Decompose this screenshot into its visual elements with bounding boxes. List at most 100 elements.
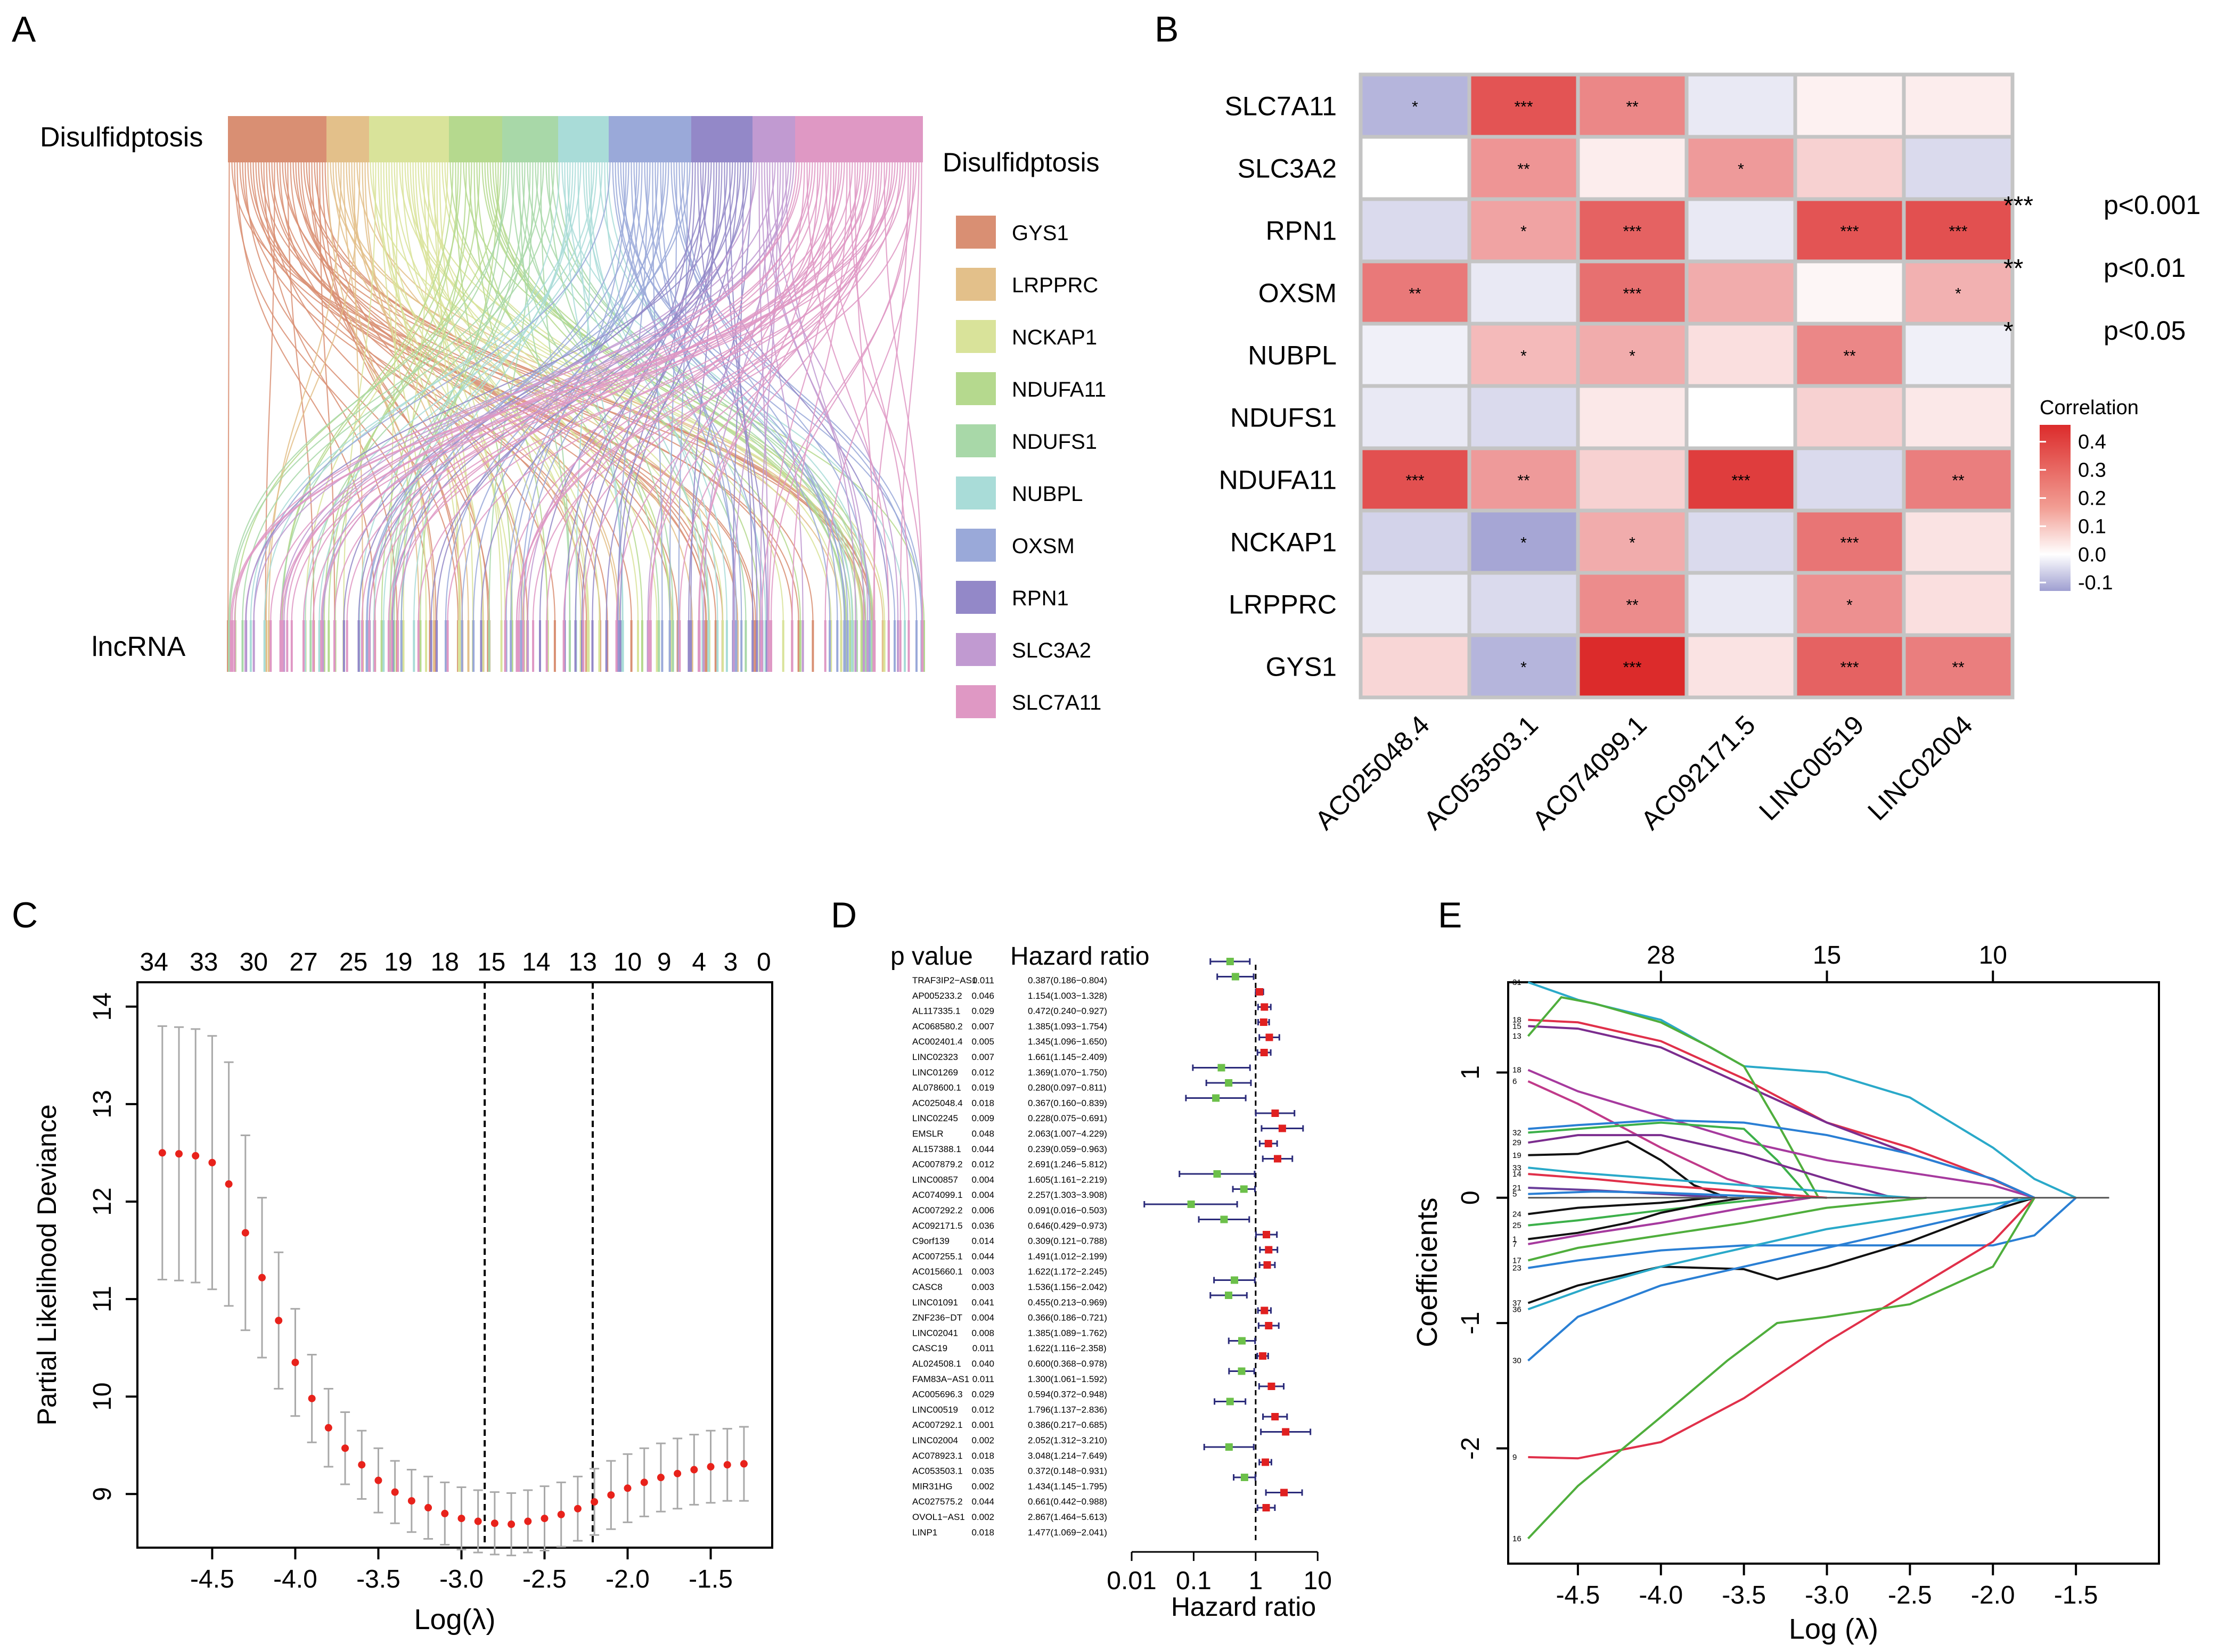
heatmap-cell-stars: **	[1517, 472, 1530, 490]
sankey-link	[334, 162, 459, 621]
coef-ytick-label: 0	[1457, 1190, 1485, 1205]
coef-path-label: 13	[1512, 1032, 1521, 1041]
coef-path	[1528, 1119, 2035, 1199]
sankey-bottom-segment	[532, 620, 535, 672]
forest-pvalue: 0.001	[971, 1420, 994, 1430]
sankey-link	[291, 162, 904, 621]
sankey-link	[883, 162, 923, 621]
sankey-bottom-segment	[397, 620, 399, 672]
heatmap-cell-stars: ***	[1623, 659, 1641, 677]
cv-point	[457, 1515, 465, 1523]
coef-top-tick-label: 28	[1647, 941, 1675, 969]
sankey-bottom-segment	[866, 620, 869, 672]
sankey-bottom-segment	[265, 620, 267, 672]
forest-pvalue: 0.044	[971, 1251, 994, 1261]
sankey-bottom-segment	[756, 620, 758, 672]
sankey-link	[263, 162, 398, 621]
sankey-bottom-segment	[824, 620, 827, 672]
cv-top-tick-label: 13	[569, 948, 597, 976]
heatmap-row-label: NCKAP1	[1230, 528, 1337, 557]
forest-hr-text: 1.622(1.116−2.358)	[1028, 1343, 1107, 1353]
sankey-bottom-segment	[574, 620, 577, 672]
sankey-bottom-segment	[430, 620, 432, 672]
colorbar-ticks: 0.4 0.3 0.2 0.1 0.0 -0.1	[2040, 431, 2113, 594]
forest-point	[1282, 1428, 1290, 1436]
sankey-link	[660, 162, 735, 621]
cv-point	[391, 1488, 399, 1496]
sankey-bottom-segment	[504, 620, 506, 672]
coef-path	[1528, 1196, 1744, 1240]
sankey-node-slc7a11	[795, 116, 923, 162]
sankey-link	[304, 162, 598, 621]
sankey-bottom-segment	[791, 620, 793, 672]
significance-legend: *** p<0.001 ** p<0.01 * p<0.05	[2003, 190, 2200, 346]
sankey-link	[318, 162, 603, 621]
cv-point	[374, 1476, 382, 1484]
forest-pvalue: 0.046	[971, 991, 994, 1001]
heatmap-cell	[1902, 384, 2015, 450]
forest-pvalue: 0.040	[971, 1359, 994, 1369]
forest-gene-name: LINC01269	[912, 1067, 958, 1078]
cv-point	[192, 1152, 200, 1160]
sankey-link	[335, 162, 738, 621]
forest-pvalue: 0.011	[972, 1374, 994, 1384]
heatmap-cell-stars: *	[1629, 535, 1635, 552]
sankey-bottom-segment	[488, 620, 490, 672]
coef-path	[1528, 1025, 2035, 1199]
sankey-top-label: Disulfidptosis	[40, 122, 203, 153]
sankey-bottom-segment	[582, 620, 585, 672]
forest-pvalue: 0.002	[971, 1512, 994, 1522]
cv-top-tick-label: 30	[240, 948, 268, 976]
cv-ytick-label: 13	[88, 1090, 117, 1118]
sankey-bottom-segment	[871, 620, 873, 672]
sankey-bottom-segment	[580, 620, 583, 672]
cv-xtick-label: -4.0	[273, 1565, 317, 1593]
heatmap-cell-stars: ***	[1840, 659, 1859, 677]
legend-swatch-ndufs1	[956, 424, 996, 457]
cv-top-tick-label: 15	[477, 948, 505, 976]
forest-pvalue: 0.014	[971, 1236, 994, 1246]
sankey-bottom-segment	[836, 620, 839, 672]
forest-gene-name: AC007879.2	[912, 1160, 963, 1170]
forest-xtick-label: 0.01	[1107, 1567, 1156, 1595]
sankey-link	[551, 162, 873, 621]
forest-hr-text: 0.387(0.186−0.804)	[1028, 975, 1107, 985]
heatmap-cell	[1793, 384, 1906, 450]
sankey-bottom-segment	[899, 620, 902, 672]
cv-point	[707, 1463, 715, 1471]
sankey-bottom-segment	[425, 620, 428, 672]
sankey-bottom-segment	[562, 620, 565, 672]
cv-top-tick-label: 34	[140, 948, 168, 976]
heatmap-cell-stars: ***	[1949, 223, 1967, 241]
coef-xtick-label: -2.0	[1971, 1581, 2015, 1609]
sankey-bottom-segment	[472, 620, 475, 672]
sankey-bottom-segment	[417, 620, 420, 672]
coef-xlabel: Log (λ)	[1789, 1613, 1878, 1645]
sankey-link	[647, 162, 781, 621]
cv-top-tick-label: 18	[431, 948, 459, 976]
forest-pvalue: 0.048	[971, 1129, 994, 1139]
forest-pvalue: 0.002	[971, 1435, 994, 1445]
sankey-bottom-segment	[487, 620, 489, 672]
cv-point	[640, 1478, 648, 1486]
forest-gene-name: LINC00857	[912, 1174, 958, 1185]
forest-gene-name: AC078923.1	[912, 1451, 963, 1461]
heatmap-cell	[1684, 72, 1797, 139]
sankey-link	[229, 162, 544, 621]
sankey-bottom-segment	[648, 620, 650, 672]
heatmap-column-label: AC053503.1	[1418, 710, 1544, 835]
sankey-link	[287, 162, 315, 621]
sankey-bottom-segment	[459, 620, 462, 672]
forest-point	[1262, 1458, 1270, 1466]
forest-gene-name: LINC01091	[912, 1297, 958, 1308]
forest-xtick-label: 1	[1248, 1567, 1263, 1595]
cv-xtick-label: -1.5	[689, 1565, 733, 1593]
forest-gene-name: AL024508.1	[912, 1359, 961, 1369]
sankey-bottom-segment	[698, 620, 700, 672]
sankey-link	[230, 162, 896, 621]
cv-ytick-label: 11	[88, 1286, 117, 1312]
forest-hr-text: 0.091(0.016−0.503)	[1028, 1205, 1107, 1215]
forest-hr-text: 0.309(0.121−0.788)	[1028, 1236, 1107, 1246]
sankey-link	[268, 162, 342, 621]
